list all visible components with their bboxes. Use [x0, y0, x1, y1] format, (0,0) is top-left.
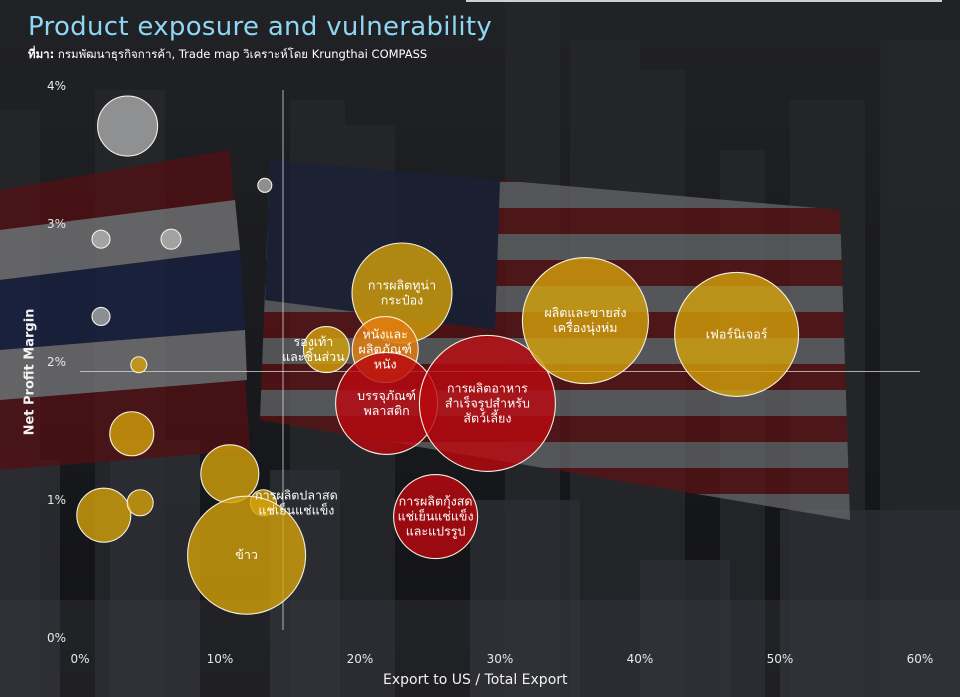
- bubble-5[interactable]: [130, 356, 148, 374]
- y-tick-label: 1%: [47, 493, 66, 507]
- chart-title: Product exposure and vulnerability: [28, 12, 493, 42]
- x-tick-label: 0%: [70, 652, 89, 666]
- x-axis-label: Export to US / Total Export: [383, 672, 568, 688]
- y-axis-label: Net Profit Margin: [22, 308, 38, 436]
- top-divider: [466, 0, 942, 2]
- bubble-1[interactable]: [257, 177, 273, 193]
- bubble-17[interactable]: [393, 474, 479, 560]
- bubble-label-10: การผลิตปลาสดแช่เย็นแช่แข็ง: [255, 487, 338, 517]
- x-tick-label: 50%: [767, 652, 794, 666]
- source-text: กรมพัฒนาธุรกิจการค้า, Trade map วิเคราะห…: [54, 47, 428, 61]
- bubble-label-15: บรรจุภัณฑ์พลาสติก: [357, 388, 416, 418]
- y-tick-label: 4%: [47, 79, 66, 93]
- x-tick-label: 30%: [487, 652, 514, 666]
- bubble-4[interactable]: [91, 306, 111, 327]
- bubble-6[interactable]: [109, 411, 155, 457]
- bubble-2[interactable]: [91, 229, 111, 249]
- y-tick-label: 2%: [47, 355, 66, 369]
- bubble-16[interactable]: [418, 334, 556, 472]
- x-tick-label: 20%: [347, 652, 374, 666]
- bubbles: [76, 95, 800, 615]
- bubble-11[interactable]: [187, 495, 307, 615]
- x-tick-labels: 0% 10% 20% 30% 40% 50% 60%: [70, 652, 933, 666]
- bubble-label-14: หนังและผลิตภัณฑ์หนัง: [359, 327, 412, 372]
- bubble-9[interactable]: [126, 489, 154, 517]
- bubble-3[interactable]: [160, 228, 182, 250]
- bubble-label-17: การผลิตกุ้งสดแช่เย็นแช่แข็งและแปรรูป: [398, 494, 474, 540]
- x-tick-label: 60%: [907, 652, 934, 666]
- y-tick-label: 0%: [47, 631, 66, 645]
- x-tick-label: 10%: [207, 652, 234, 666]
- bubble-label-11: ข้าว: [235, 547, 258, 562]
- bubble-label-12: รองเท้าและชิ้นส่วน: [282, 334, 345, 364]
- bubble-label-13: การผลิตทูน่ากระป๋อง: [368, 278, 436, 308]
- bubble-label-16: การผลิตอาหารสำเร็จรูปสำหรับสัตว์เลี้ยง: [445, 380, 530, 425]
- bubble-8[interactable]: [76, 487, 132, 543]
- bubble-label-18: ผลิตและขายส่งเครื่องนุ่งห่ม: [544, 305, 626, 336]
- y-tick-labels: 0% 1% 2% 3% 4%: [47, 79, 66, 645]
- source-prefix: ที่มา:: [28, 47, 55, 61]
- bubble-18[interactable]: [521, 257, 649, 385]
- bubble-19[interactable]: [674, 271, 800, 397]
- bubble-12[interactable]: [302, 326, 350, 374]
- bubble-labels: การผลิตปลาสดแช่เย็นแช่แข็งข้าว รองเท้าและ…: [235, 278, 767, 563]
- bubble-0[interactable]: [97, 95, 159, 157]
- bubble-label-19: เฟอร์นิเจอร์: [706, 326, 768, 341]
- source-note: ที่มา: กรมพัฒนาธุรกิจการค้า, Trade map ว…: [28, 46, 427, 64]
- x-tick-label: 40%: [627, 652, 654, 666]
- y-tick-label: 3%: [47, 217, 66, 231]
- bubble-7[interactable]: [200, 444, 260, 504]
